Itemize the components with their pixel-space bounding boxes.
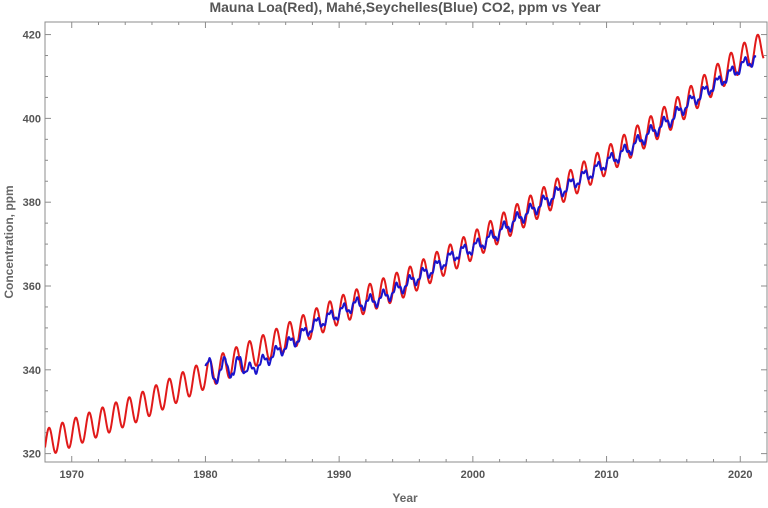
y-tick-label: 400 — [23, 113, 41, 125]
x-tick-label: 2000 — [461, 469, 485, 481]
series-line-mauna-loa — [45, 33, 765, 454]
series-layer — [45, 33, 765, 454]
y-axis-label: Concentration, ppm — [2, 185, 16, 298]
x-tick-label: 2020 — [728, 469, 752, 481]
y-tick-label: 340 — [23, 365, 41, 377]
x-tick-label: 1980 — [193, 469, 217, 481]
x-tick-label: 2010 — [594, 469, 618, 481]
chart-title: Mauna Loa(Red), Mahé,Seychelles(Blue) CO… — [209, 0, 601, 15]
x-tick-label: 1970 — [59, 469, 83, 481]
x-axis-label: Year — [392, 491, 418, 505]
plot-frame — [44, 21, 768, 463]
axis-ticks: 1970 1980 1990 2000 2010 2020 320 340 360 380 400 4… — [23, 22, 768, 481]
series-line-mahe-seychelles — [204, 55, 757, 385]
y-tick-label: 360 — [23, 281, 41, 293]
y-tick-label: 420 — [23, 30, 41, 42]
y-tick-label: 320 — [23, 449, 41, 461]
x-tick-label: 1990 — [327, 469, 351, 481]
y-tick-label: 380 — [23, 197, 41, 209]
